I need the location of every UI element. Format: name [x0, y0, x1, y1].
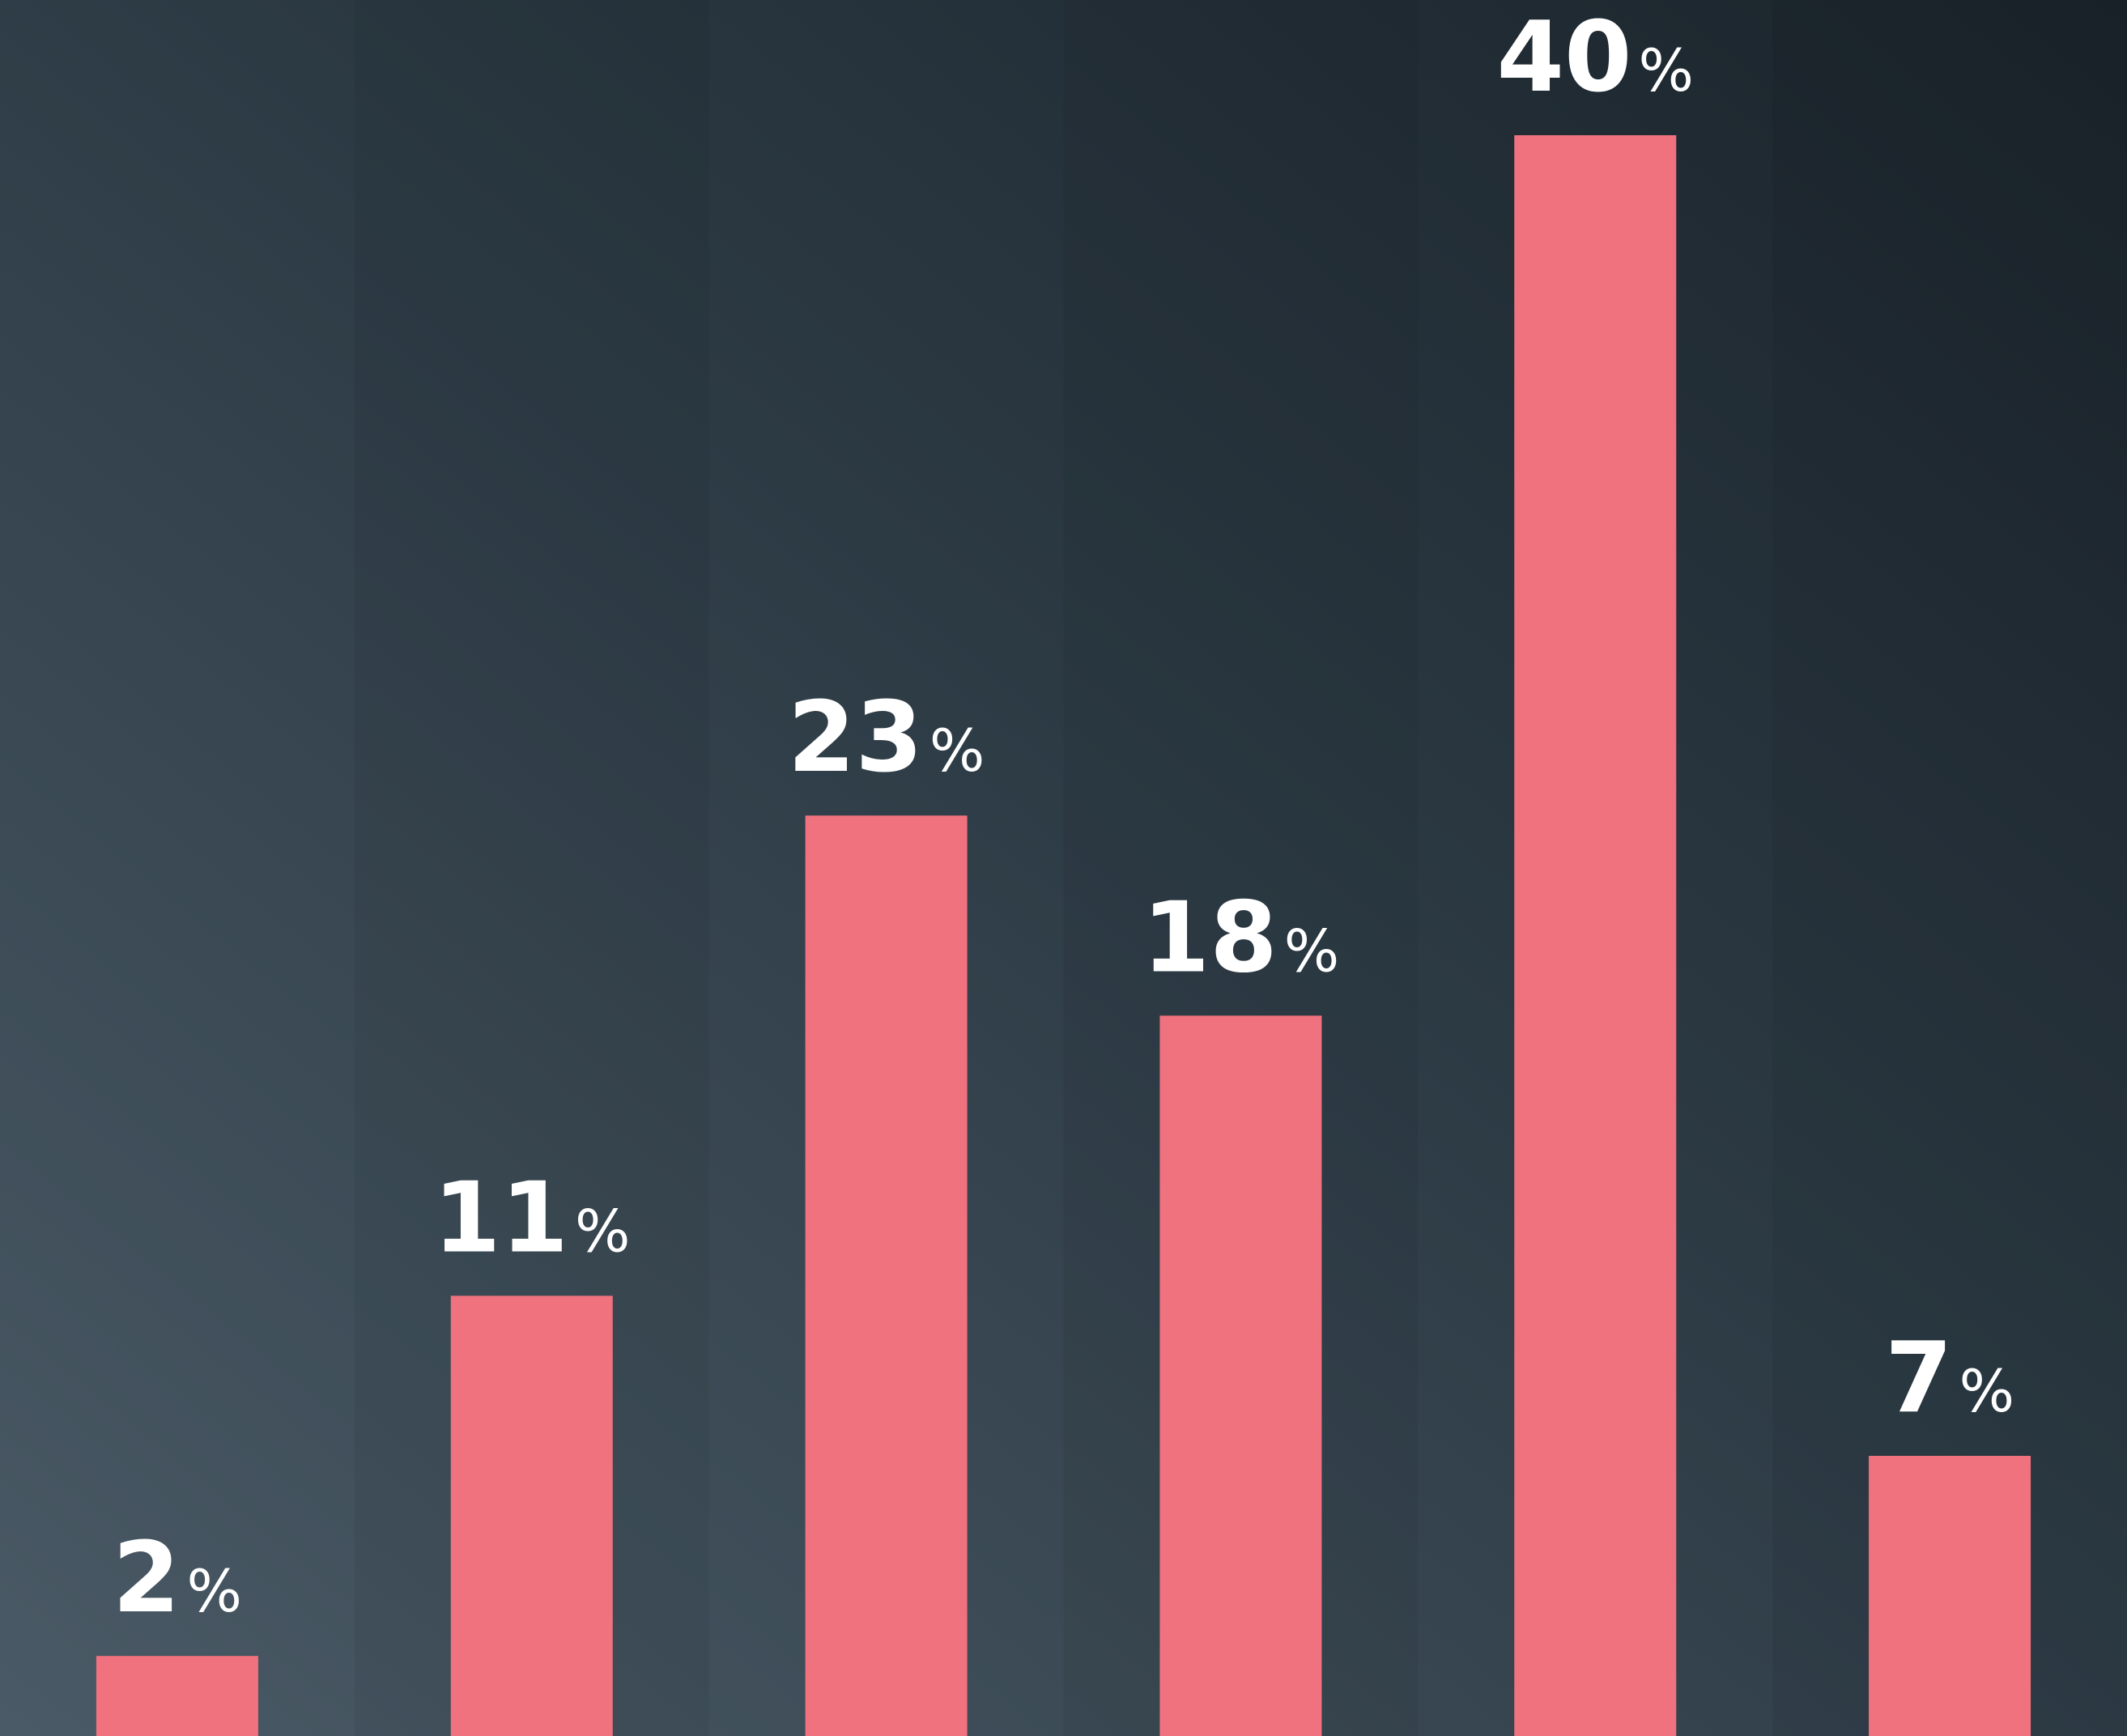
bar-value-number: 40: [1497, 2, 1632, 114]
bar-value-number: 2: [113, 1522, 181, 1635]
bar: [805, 815, 968, 1736]
bar-value-percent-sign: %: [575, 1197, 630, 1265]
bar: [1869, 1456, 2031, 1736]
column-band: [1772, 0, 2127, 1736]
bar-value-label: 40%: [1497, 2, 1694, 114]
bar-value-percent-sign: %: [1284, 917, 1339, 985]
bar-value-percent-sign: %: [1959, 1357, 2014, 1425]
bar-value-label: 18%: [1142, 882, 1339, 994]
bar-value-label: 2%: [113, 1522, 242, 1635]
bar: [450, 1296, 613, 1736]
bar: [1514, 135, 1677, 1736]
data-labels: 2 %11 %23 %18 %40 %7%: [113, 2, 2014, 1635]
bar-value-label: 7%: [1885, 1322, 2014, 1435]
bars: [96, 135, 2031, 1736]
bar-value-number: 11: [433, 1162, 568, 1274]
column-bands: [354, 0, 2127, 1736]
bar: [96, 1656, 258, 1736]
bar: [1159, 1015, 1322, 1736]
bar-value-number: 7: [1885, 1322, 1953, 1435]
bar-value-percent-sign: %: [1639, 36, 1694, 104]
bar-value-label: 23%: [788, 682, 985, 794]
bar-value-label: 11%: [433, 1162, 630, 1274]
bar-value-percent-sign: %: [929, 717, 985, 785]
bar-value-percent-sign: %: [186, 1557, 241, 1625]
bar-value-number: 23: [788, 682, 923, 794]
bar-value-number: 18: [1142, 882, 1278, 994]
